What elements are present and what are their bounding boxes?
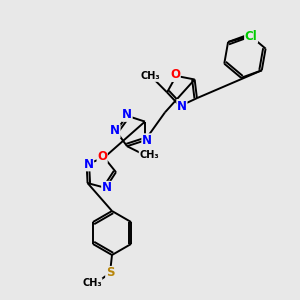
Text: N: N (177, 100, 187, 112)
Text: S: S (106, 266, 114, 280)
Text: O: O (97, 150, 107, 163)
Text: N: N (102, 182, 112, 194)
Text: N: N (122, 108, 132, 121)
Text: CH₃: CH₃ (140, 71, 160, 81)
Text: CH₃: CH₃ (139, 150, 159, 160)
Text: N: N (84, 158, 94, 171)
Text: N: N (110, 124, 120, 137)
Text: Cl: Cl (245, 29, 257, 43)
Text: N: N (142, 134, 152, 147)
Text: O: O (170, 68, 180, 81)
Text: CH₃: CH₃ (82, 278, 102, 288)
